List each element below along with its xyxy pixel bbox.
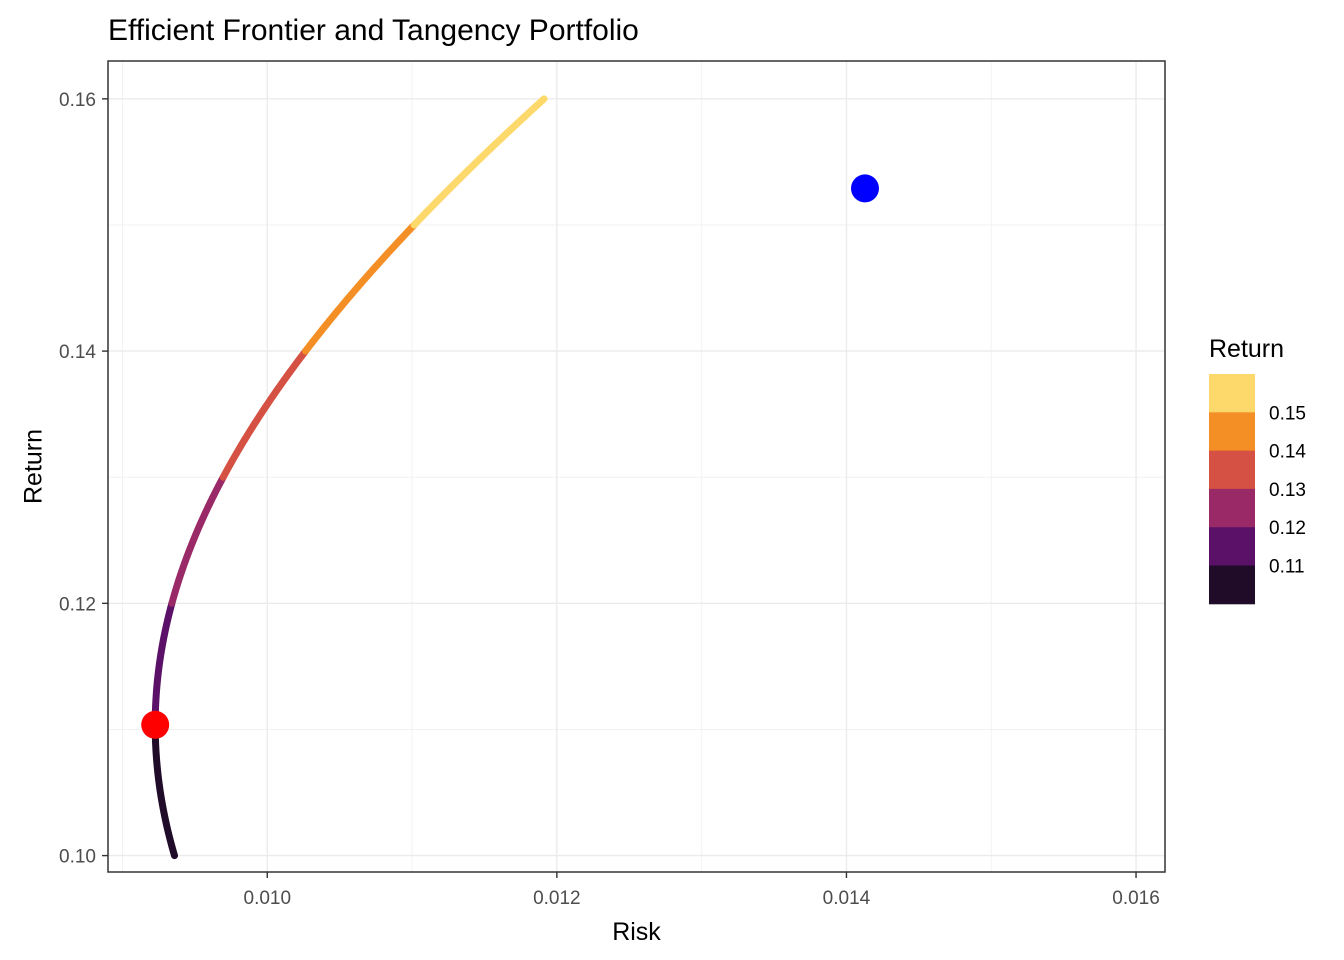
portfolio-points bbox=[141, 174, 879, 739]
legend-key bbox=[1209, 412, 1255, 452]
legend-title: Return bbox=[1209, 335, 1284, 363]
x-tick-label: 0.012 bbox=[533, 888, 581, 909]
x-axis-title: Risk bbox=[612, 918, 661, 946]
axes: 0.010 0.012 0.014 0.016 0.10 0.12 0.14 0.16 bbox=[59, 90, 1160, 909]
legend-key bbox=[1209, 527, 1255, 566]
x-tick-label: 0.014 bbox=[823, 888, 871, 909]
x-tick-label: 0.010 bbox=[244, 888, 292, 909]
legend-label: 0.15 bbox=[1269, 403, 1306, 424]
legend-key bbox=[1209, 565, 1255, 605]
chart-title: Efficient Frontier and Tangency Portfoli… bbox=[108, 14, 639, 47]
legend: Return 0.15 0.14 0.13 0.12 0.11 bbox=[1209, 335, 1306, 605]
min-variance-point bbox=[141, 710, 170, 739]
y-tick-label: 0.14 bbox=[59, 342, 96, 363]
y-axis-title: Return bbox=[20, 429, 48, 504]
frontier-segment bbox=[151, 599, 176, 733]
frontier-curve bbox=[151, 95, 548, 860]
legend-key bbox=[1209, 450, 1255, 490]
frontier-segment bbox=[302, 221, 418, 355]
legend-label: 0.13 bbox=[1269, 480, 1306, 501]
frontier-segment bbox=[219, 347, 310, 481]
y-tick-label: 0.12 bbox=[59, 594, 96, 615]
legend-label: 0.11 bbox=[1269, 557, 1305, 578]
tangency-point bbox=[850, 174, 879, 203]
grid bbox=[108, 61, 1165, 872]
legend-label: 0.14 bbox=[1269, 442, 1306, 463]
frontier-segment bbox=[151, 725, 179, 860]
frontier-segment bbox=[168, 473, 227, 607]
y-tick-label: 0.16 bbox=[59, 90, 96, 111]
frontier-segment bbox=[410, 95, 548, 229]
panel-border bbox=[107, 60, 1166, 873]
legend-key bbox=[1209, 374, 1255, 413]
legend-key bbox=[1209, 488, 1255, 528]
y-tick-label: 0.10 bbox=[59, 847, 96, 868]
legend-label: 0.12 bbox=[1269, 518, 1306, 539]
x-tick-label: 0.016 bbox=[1112, 888, 1160, 909]
